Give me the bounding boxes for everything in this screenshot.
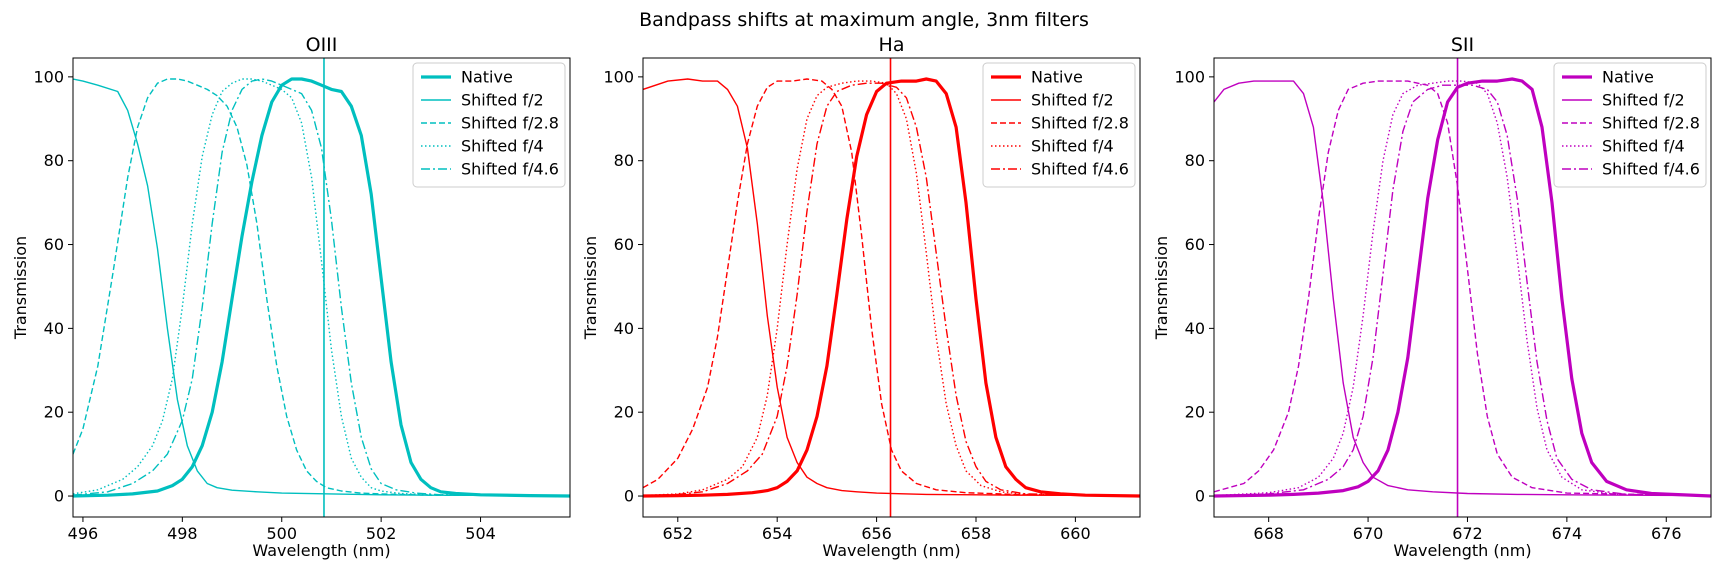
legend-box: [1553, 62, 1707, 188]
legend-label-1: Native: [1031, 68, 1083, 87]
figure-title: Bandpass shifts at maximum angle, 3nm fi…: [639, 9, 1089, 31]
legend-label-4: Shifted f/4: [1602, 137, 1685, 156]
axes-frame: [1213, 57, 1712, 518]
y-tick-label: 0: [54, 487, 64, 506]
y-tick-label: 20: [1185, 403, 1205, 422]
series-line-1: [73, 77, 570, 498]
series-line-5: [73, 78, 570, 497]
legend-label-1: Native: [461, 68, 513, 87]
x-tick-label: 676: [1651, 524, 1682, 543]
x-tick-label: 502: [366, 524, 397, 543]
panel-title: SII: [1451, 34, 1474, 56]
series-line-5: [1214, 84, 1711, 497]
x-tick-label: 498: [167, 524, 198, 543]
legend-label-3: Shifted f/2.8: [461, 114, 559, 133]
y-tick-label: 100: [603, 67, 634, 86]
y-tick-label: 40: [1185, 319, 1205, 338]
axes-frame: [642, 57, 1141, 518]
y-tick-label: 60: [44, 235, 64, 254]
y-axis-label: Transmission: [11, 236, 30, 340]
subplot-ha: Ha 652 654 656 658 660 0 20 40 60 80 100 Wavelength …: [581, 34, 1141, 560]
legend-label-5: Shifted f/4.6: [461, 160, 559, 179]
panel-title: Ha: [879, 34, 905, 56]
series-line-2: [73, 78, 570, 497]
series-line-2: [643, 78, 1140, 497]
legend-label-2: Shifted f/2: [1602, 91, 1685, 110]
y-tick-label: 0: [624, 487, 634, 506]
y-tick-label: 20: [44, 403, 64, 422]
series-line-4: [643, 80, 1140, 497]
series-line-3: [1214, 80, 1711, 497]
x-axis-label: Wavelength (nm): [1393, 541, 1531, 560]
y-tick-label: 100: [1174, 67, 1205, 86]
y-tick-label: 40: [44, 319, 64, 338]
y-tick-label: 40: [614, 319, 634, 338]
legend: Native Shifted f/2 Shifted f/2.8 Shifted f/…: [1553, 62, 1707, 188]
subplot-sii: SII 668 670 672 674 676 0 20 40 60 80 100 Wavelength…: [1152, 34, 1712, 560]
x-axis-label: Wavelength (nm): [252, 541, 390, 560]
legend-label-4: Shifted f/4: [461, 137, 544, 156]
x-tick-label: 654: [762, 524, 793, 543]
subplot-panels: OIII 496 498 500 502 504 0 20 40 60 80 100 Wavelengt…: [11, 34, 1712, 560]
panel-title: OIII: [306, 34, 338, 56]
y-tick-label: 0: [1195, 487, 1205, 506]
y-tick-label: 80: [614, 151, 634, 170]
legend-label-2: Shifted f/2: [1031, 91, 1114, 110]
x-tick-label: 670: [1353, 524, 1384, 543]
y-tick-label: 60: [1185, 235, 1205, 254]
y-axis-label: Transmission: [1152, 236, 1171, 340]
y-tick-label: 80: [44, 151, 64, 170]
y-tick-label: 80: [1185, 151, 1205, 170]
y-tick-label: 20: [614, 403, 634, 422]
y-tick-label: 60: [614, 235, 634, 254]
legend-label-3: Shifted f/2.8: [1602, 114, 1700, 133]
x-tick-label: 660: [1060, 524, 1091, 543]
x-tick-label: 500: [266, 524, 297, 543]
series-line-2: [1214, 80, 1711, 497]
y-tick-label: 100: [33, 67, 64, 86]
series-line-3: [73, 78, 570, 497]
legend-label-4: Shifted f/4: [1031, 137, 1114, 156]
x-axis-label: Wavelength (nm): [822, 541, 960, 560]
series-line-4: [73, 78, 570, 497]
x-tick-label: 504: [465, 524, 496, 543]
axes-frame: [72, 57, 571, 518]
series-group: [1214, 58, 1711, 517]
x-tick-label: 674: [1552, 524, 1583, 543]
series-group: [73, 58, 570, 517]
series-line-4: [1214, 80, 1711, 497]
legend-label-3: Shifted f/2.8: [1031, 114, 1129, 133]
series-group: [643, 58, 1140, 517]
legend: Native Shifted f/2 Shifted f/2.8 Shifted f/…: [412, 62, 566, 188]
x-tick-label: 668: [1253, 524, 1284, 543]
legend-label-1: Native: [1602, 68, 1654, 87]
series-line-5: [643, 82, 1140, 497]
y-axis-label: Transmission: [581, 236, 600, 340]
x-tick-label: 672: [1452, 524, 1483, 543]
x-tick-label: 652: [663, 524, 694, 543]
legend-box: [982, 62, 1136, 188]
legend-label-5: Shifted f/4.6: [1031, 160, 1129, 179]
legend-box: [412, 62, 566, 188]
subplot-oiii: OIII 496 498 500 502 504 0 20 40 60 80 100 Wavelengt…: [11, 34, 571, 560]
series-line-3: [643, 78, 1140, 497]
legend-label-2: Shifted f/2: [461, 91, 544, 110]
x-tick-label: 658: [961, 524, 992, 543]
x-tick-label: 496: [68, 524, 99, 543]
x-tick-label: 656: [861, 524, 892, 543]
legend-label-5: Shifted f/4.6: [1602, 160, 1700, 179]
legend: Native Shifted f/2 Shifted f/2.8 Shifted f/…: [982, 62, 1136, 188]
